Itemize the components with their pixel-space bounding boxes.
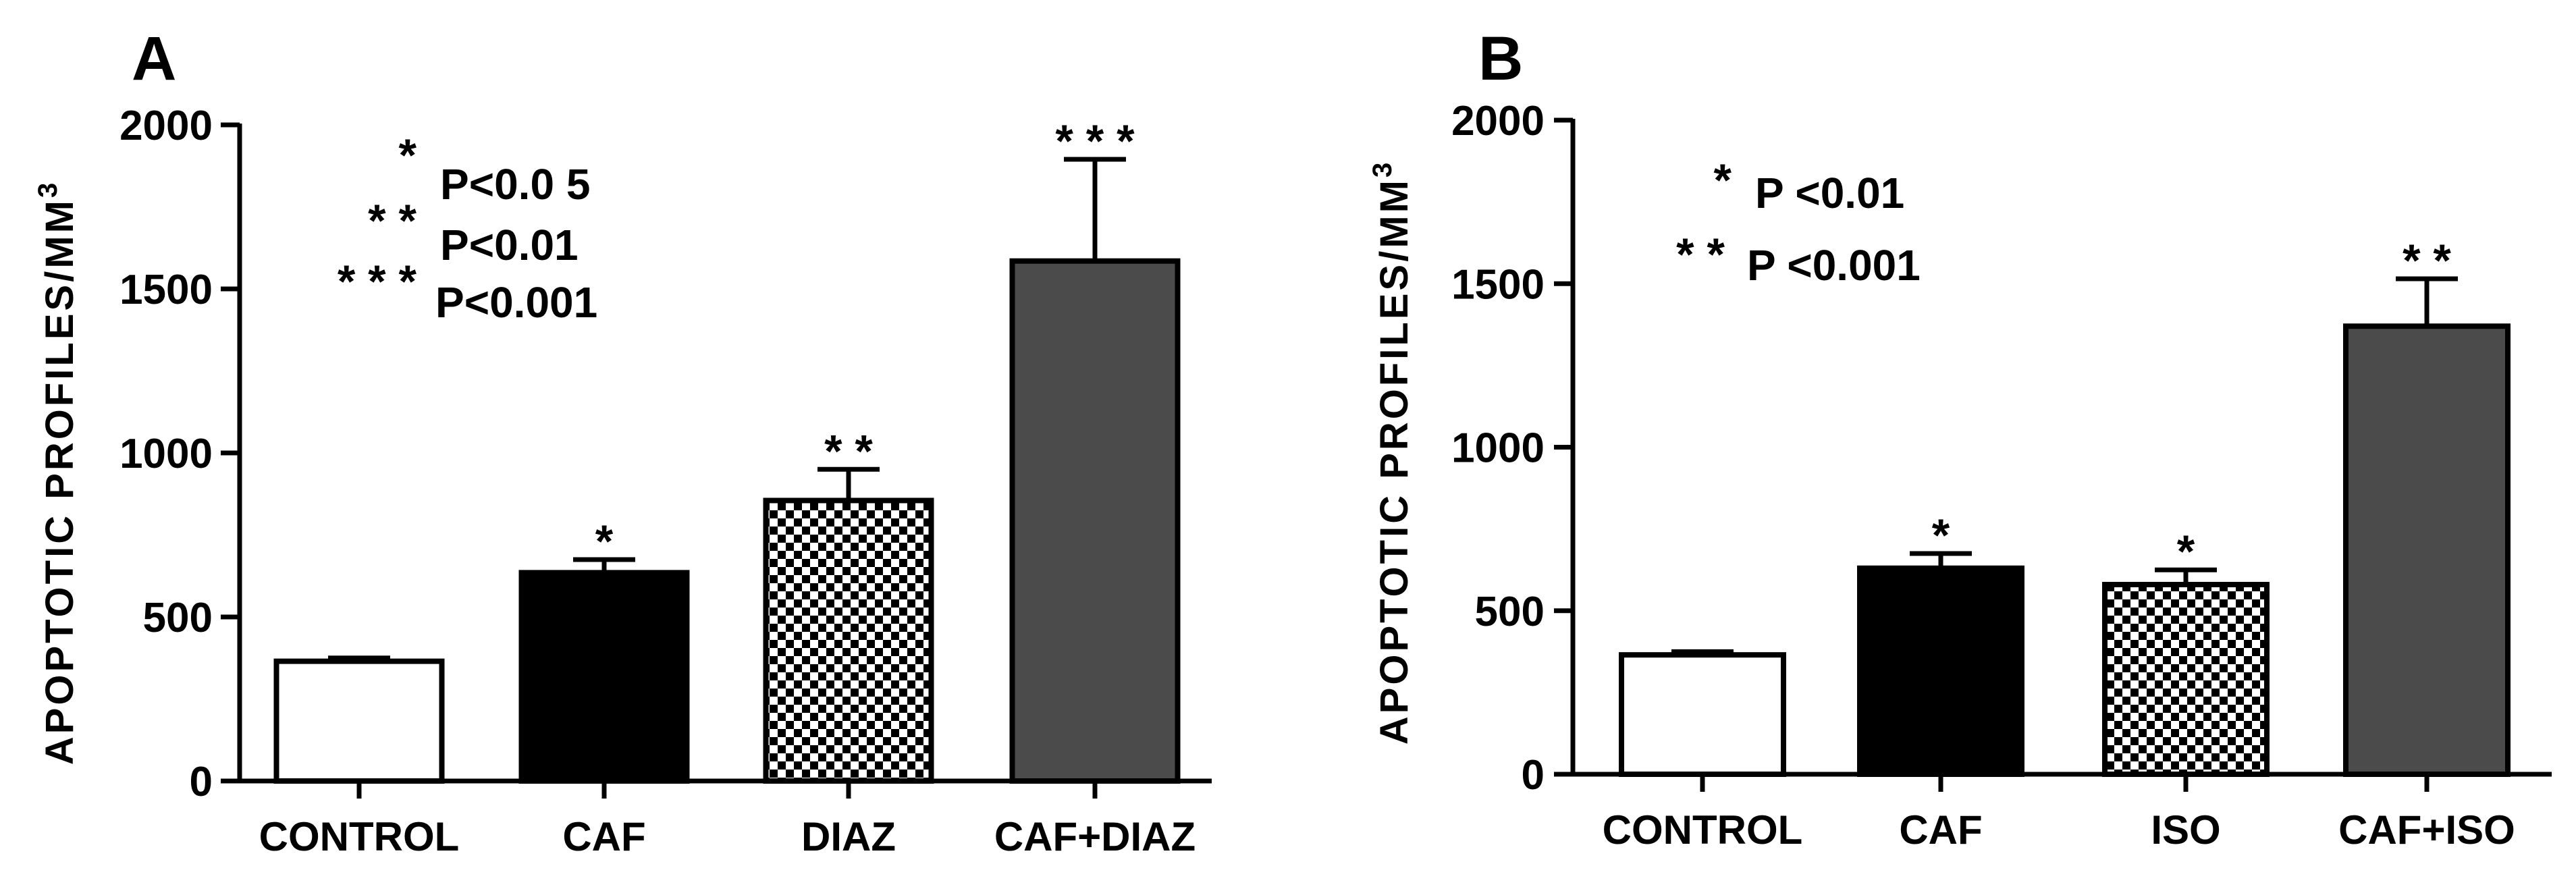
legend-stars: * *: [368, 195, 417, 246]
axes: [221, 122, 1212, 799]
y-tick-label: 0: [1522, 752, 1545, 799]
legend-text: P<0.01: [440, 221, 579, 269]
bars: [1619, 323, 2511, 777]
y-tick-label: 1500: [119, 267, 213, 313]
significance-legend: * P<0.0 5 * * P<0.01 * * * P<0.001: [338, 130, 597, 327]
significance-stars: *: [2177, 526, 2195, 577]
category-label: CAF+ISO: [2338, 807, 2515, 853]
legend-stars: * * *: [338, 256, 417, 307]
panel-b: B APOPTOTIC PROFILES/MM3 0 500 1000 1500 200…: [1368, 24, 2552, 853]
legend-text: P <0.01: [1755, 169, 1904, 217]
category-label: CONTROL: [259, 814, 460, 859]
category-labels: CONTROL CAF ISO CAF+ISO: [1603, 807, 2515, 853]
category-labels: CONTROL CAF DIAZ CAF+DIAZ: [259, 814, 1196, 859]
panel-a: A APOPTOTIC PROFILES/MM3 0 500 1000 1500 200…: [33, 24, 1212, 859]
y-tick-label: 500: [143, 595, 213, 641]
legend-text: P <0.001: [1747, 241, 1921, 290]
error-bars: [328, 157, 1126, 662]
panel-label: A: [132, 24, 176, 93]
bar: [2343, 323, 2511, 777]
error-bars: [1671, 276, 2458, 655]
bar: [2102, 581, 2270, 777]
bar: [1857, 565, 2024, 777]
bars: [273, 258, 1181, 784]
bar: [1619, 652, 1786, 777]
y-tick-labels: 0 500 1000 1500 2000: [1451, 98, 1545, 799]
y-tick-label: 1000: [1451, 425, 1545, 472]
bar: [518, 570, 690, 784]
legend-stars: *: [399, 130, 417, 181]
y-tick-label: 500: [1475, 589, 1545, 635]
significance-stars: *: [1932, 510, 1950, 561]
category-label: CONTROL: [1603, 807, 1803, 853]
significance-markers: * * * * * *: [595, 115, 1135, 567]
legend-stars: *: [1714, 155, 1732, 206]
significance-stars: * * *: [1055, 115, 1135, 167]
significance-markers: * * * *: [1932, 235, 2452, 577]
y-tick-label: 1000: [119, 431, 213, 477]
significance-stars: * *: [2403, 235, 2451, 286]
category-label: CAF: [562, 814, 645, 859]
y-tick-labels: 0 500 1000 1500 2000: [119, 103, 213, 805]
legend-text: P<0.0 5: [440, 160, 590, 209]
y-axis-label: APOPTOTIC PROFILES/MM3: [33, 180, 82, 765]
significance-legend: * P <0.01 * * P <0.001: [1676, 155, 1921, 290]
legend-text: P<0.001: [435, 278, 597, 327]
category-label: CAF+DIAZ: [994, 814, 1196, 859]
legend-stars: * *: [1676, 229, 1725, 280]
y-axis-label: APOPTOTIC PROFILES/MM3: [1368, 160, 1416, 745]
category-label: ISO: [2151, 807, 2220, 853]
significance-stars: *: [595, 516, 614, 567]
category-label: CAF: [1899, 807, 1982, 853]
bar: [1009, 258, 1181, 784]
y-tick-label: 2000: [119, 103, 213, 149]
axes: [1554, 117, 2552, 792]
bar: [273, 658, 445, 784]
bar: [763, 497, 934, 784]
y-tick-label: 1500: [1451, 261, 1545, 308]
category-label: DIAZ: [801, 814, 896, 859]
panel-label: B: [1478, 24, 1523, 93]
significance-stars: * *: [824, 425, 873, 477]
y-tick-label: 0: [190, 759, 213, 805]
y-tick-label: 2000: [1451, 98, 1545, 144]
